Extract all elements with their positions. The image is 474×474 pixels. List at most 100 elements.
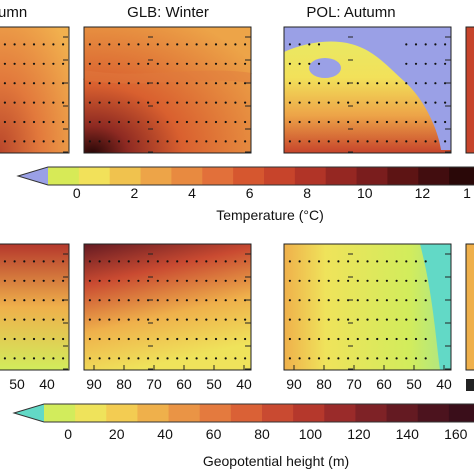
stipple-dot-p0-r2-c0 [3,82,6,85]
colorbar0-seg-5 [171,167,203,185]
stipple-dot-p4-r4-c14 [224,337,227,341]
stipple-dot-p2-r0-c15 [434,43,437,46]
stipple-dot-p0-r0-c6 [62,43,65,46]
colorbar1-arrow [14,404,44,422]
stipple-dot-p2-r4-c6 [347,120,350,124]
xtick-label-p0-70: 70 [146,376,162,392]
stipple-dot-p1-r1-c9 [176,62,179,65]
panel-top-edge-frame [465,26,474,154]
stipple-dot-p4-r1-c6 [147,279,150,282]
stipple-dot-p4-r1-c7 [156,279,159,282]
stipple-dot-p1-r3-c1 [98,101,101,104]
stipple-dot-p3-r4-c2 [23,337,26,341]
stipple-dot-p2-r2-c4 [327,82,330,85]
stipple-dot-p5-r0-c2 [308,260,311,263]
colorbar0-tick-6: 12 [415,185,431,201]
stipple-dot-p0-r5-c2 [23,140,26,143]
panel-bot-left-frame [0,243,70,371]
stipple-dot-p2-r2-c7 [356,82,359,85]
stipple-dot-p4-r5-c7 [156,357,159,360]
stipple-dot-p4-r4-c5 [137,337,140,341]
stipple-dot-p4-r5-c8 [166,357,169,360]
stipple-dot-p5-r3-c1 [298,318,301,321]
stipple-dot-p5-r2-c12 [405,299,408,302]
stipple-dot-p5-r2-c4 [327,299,330,302]
colorbar1-tick-2: 40 [157,426,173,442]
stipple-dot-p4-r2-c0 [88,299,91,302]
colorbar0-tick-0: 0 [73,185,81,201]
stipple-dot-p2-r2-c1 [298,82,301,85]
stipple-dot-p4-r2-c14 [224,299,227,302]
stipple-dot-p2-r5-c14 [424,140,427,143]
stipple-dot-p5-r2-c11 [395,299,398,302]
stipple-dot-p3-r2-c3 [32,299,36,302]
stipple-dot-p0-r1-c5 [52,62,55,65]
panel-bot-right-teal-region [420,244,451,370]
stipple-dot-p1-r1-c7 [156,62,159,65]
stipple-dot-p1-r3-c14 [224,101,227,104]
stipple-dot-p5-r1-c4 [327,279,330,282]
stipple-dot-p0-r4-c1 [13,120,16,124]
stipple-dot-p1-r5-c9 [176,140,179,143]
stipple-dot-p1-r4-c11 [195,120,198,124]
stipple-dot-p1-r2-c12 [205,82,208,85]
stipple-dot-p4-r3-c10 [185,318,188,321]
stipple-dot-p5-r0-c1 [298,260,301,263]
stipple-dot-p2-r3-c14 [424,101,427,104]
stipple-dot-p4-r4-c6 [147,337,150,341]
stipple-dot-p4-r1-c10 [185,279,188,282]
colorbar0-seg-10 [325,167,358,185]
xtick-label-p1-60: 60 [376,376,392,392]
stipple-dot-p3-r5-c0 [3,357,6,360]
stipple-dot-p5-r4-c5 [337,337,340,341]
stipple-dot-p3-r0-c5 [52,260,55,263]
xtick-left-40: 40 [39,376,55,392]
stipple-dot-p1-r2-c3 [117,82,121,85]
panel-bot-mid-field [84,244,251,370]
colorbar0-seg-13 [418,167,450,185]
stipple-dot-p1-r3-c11 [195,101,198,104]
stipple-dot-p5-r3-c13 [414,318,418,321]
stipple-dot-p2-r3-c10 [385,101,388,104]
stipple-dot-p1-r5-c5 [137,140,140,143]
stipple-dot-p2-r4-c3 [317,120,321,124]
colorbar-geopotential: 0 20 40 60 80 100 120 140 160 [12,403,474,442]
stipple-dot-p2-r3-c16 [444,101,447,104]
stipple-dot-p2-r0-c3 [317,43,321,46]
stipple-dot-p3-r1-c0 [3,279,6,282]
stipple-dot-p5-r2-c2 [308,299,311,302]
panel-bot-right [283,243,452,371]
stipple-dot-p5-r2-c9 [376,299,379,302]
stipple-dot-p5-r2-c3 [317,299,321,302]
stipple-dot-p4-r5-c12 [205,357,208,360]
stipple-dot-p4-r2-c12 [205,299,208,302]
stipple-dot-p5-r4-c6 [347,337,350,341]
panel-bot-right-frame [283,243,452,371]
stipple-dot-p5-r0-c6 [347,260,350,263]
stipple-dot-p3-r3-c6 [62,318,65,321]
stipple-dot-p1-r2-c13 [214,82,218,85]
stipple-dot-p1-r5-c12 [205,140,208,143]
stipple-dot-p5-r3-c11 [395,318,398,321]
stipple-dot-p4-r3-c1 [98,318,101,321]
stipple-dot-p2-r1-c3 [317,62,321,65]
stipple-dot-p2-r1-c13 [414,62,418,65]
panel-bot-edge-field [466,244,474,370]
stipple-dot-p3-r1-c2 [23,279,26,282]
stipple-dot-p2-r4-c8 [366,120,369,124]
stipple-dot-p2-r2-c13 [414,82,418,85]
panel-bot-edge [465,243,474,371]
stipple-dot-p2-r4-c5 [337,120,340,124]
panel-bot-mid-frame [83,243,252,371]
stipple-dot-p3-r4-c4 [42,337,45,341]
stipple-dot-p4-r3-c6 [147,318,150,321]
stipple-dot-p5-r2-c5 [337,299,340,302]
xtick-label-p1-90: 90 [286,376,302,392]
stipple-dot-p0-r2-c5 [52,82,55,85]
stipple-dot-p2-r4-c4 [327,120,330,124]
stipple-dot-p1-r1-c16 [244,62,247,65]
stipple-dot-p1-r2-c11 [195,82,198,85]
stipple-dot-p1-r3-c9 [176,101,179,104]
stipple-dot-p1-r3-c16 [244,101,247,104]
colorbar-temperature: 0 2 4 6 8 10 12 1 [16,166,474,201]
